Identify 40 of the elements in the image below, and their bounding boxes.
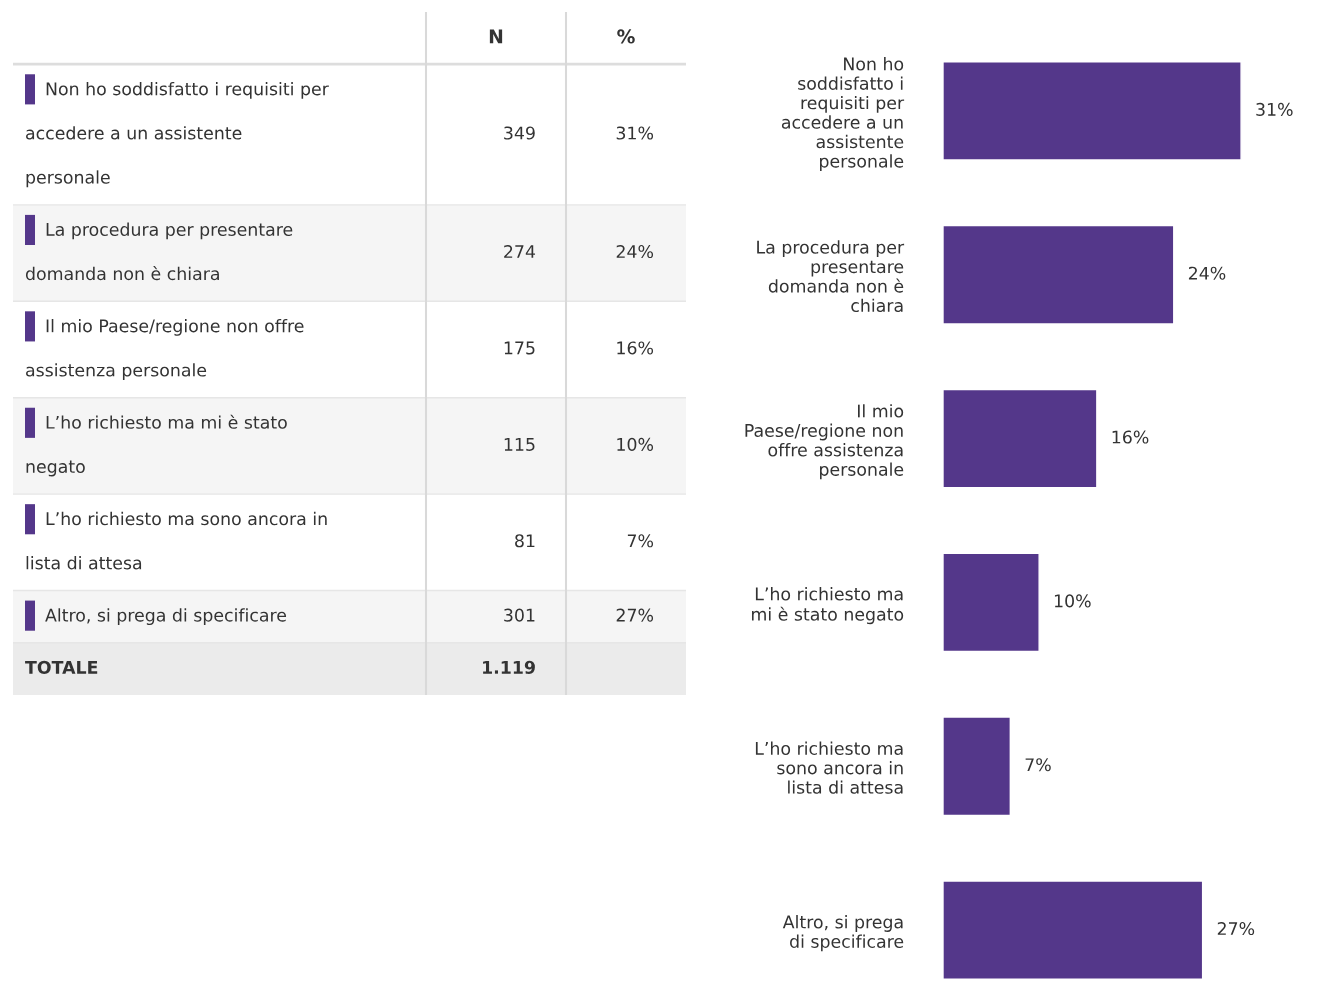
data-label: 24% — [1188, 266, 1226, 280]
y-tick-label: La procedura per presentare domanda non è chiara — [757, 240, 905, 313]
text: 115 — [504, 438, 535, 451]
text: 349 — [504, 126, 535, 140]
y-tick-label: Altro, si prega di specificare — [782, 915, 904, 952]
y-tick-label: L’ho richiesto ma sono ancora in lista di attesa — [755, 741, 903, 794]
text: 31% — [616, 126, 654, 140]
text: 7% — [627, 534, 654, 548]
text: 175 — [504, 341, 535, 355]
data-label: 10% — [1054, 594, 1091, 608]
bar — [943, 716, 1012, 817]
text: Non ho soddisfatto i requisiti per accedere a un assistente personale — [26, 81, 329, 188]
text: 81 — [515, 534, 535, 548]
text: 16% — [617, 341, 654, 355]
text: 274 — [504, 244, 536, 258]
text: L’ho richiesto ma sono ancora in lista di attesa — [26, 511, 327, 570]
bar — [943, 552, 1040, 653]
text: TOTALE — [25, 660, 98, 674]
data-label: 31% — [1256, 102, 1293, 116]
text: N — [489, 29, 503, 44]
text: 301 — [504, 608, 535, 622]
text: Il mio Paese/regione non offre assistenza personale — [26, 318, 304, 380]
text: % — [617, 29, 635, 44]
bar — [943, 388, 1098, 489]
text: Altro, si prega di specificare — [45, 608, 287, 626]
text: 27% — [616, 608, 654, 622]
y-tick-label: Non ho soddisfatto i requisiti per accedere a un assistente personale — [781, 57, 905, 172]
data-label: 16% — [1112, 430, 1149, 444]
text: La procedura per presentare domanda non è chiara — [25, 222, 293, 281]
bar — [943, 61, 1242, 161]
text: 1.119 — [483, 660, 535, 674]
bar — [943, 224, 1175, 325]
text: L’ho richiesto ma mi è stato negato — [26, 414, 287, 477]
text: 10% — [617, 437, 654, 451]
data-label: 7% — [1025, 758, 1051, 772]
text: 24% — [616, 244, 654, 259]
y-tick-label: L’ho richiesto ma mi è stato negato — [752, 587, 904, 625]
data-label: 27% — [1217, 921, 1255, 936]
bar — [943, 880, 1204, 980]
y-tick-label: Il mio Paese/regione non offre assistenza personale — [745, 404, 904, 480]
